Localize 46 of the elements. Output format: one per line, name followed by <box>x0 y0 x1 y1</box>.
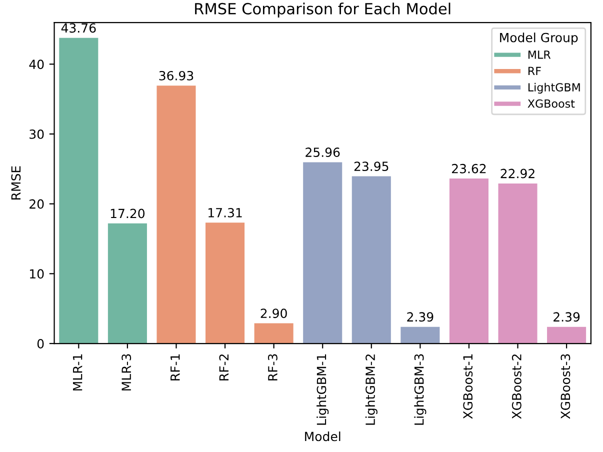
y-tick-label: 40 <box>29 60 44 70</box>
data-label: 2.39 <box>407 312 434 322</box>
y-tick-label: 0 <box>37 338 44 348</box>
bar <box>254 323 294 344</box>
x-tick-label: MLR-1 <box>73 354 82 390</box>
bar <box>498 183 538 344</box>
bar <box>352 176 391 344</box>
x-axis-title: Model <box>305 432 340 442</box>
x-tick-label: RF-1 <box>170 354 180 380</box>
legend-label: MLR <box>528 50 551 59</box>
x-tick-label: LightGBM-1 <box>316 354 329 425</box>
bar <box>206 222 245 344</box>
x-tick-label: XGBoost-1 <box>463 354 473 419</box>
bar <box>303 162 342 344</box>
data-label: 17.20 <box>110 208 145 218</box>
legend-label: XGBoost <box>528 99 575 108</box>
legend-label: LightGBM <box>528 82 580 94</box>
legend-title: Model Group <box>500 32 578 45</box>
bar <box>156 86 196 344</box>
x-tick-label: XGBoost-3 <box>560 354 570 419</box>
data-label: 2.90 <box>260 308 287 318</box>
data-label: 2.39 <box>554 312 580 322</box>
bar <box>108 223 147 344</box>
chart-title: RMSE Comparison for Each Model <box>195 2 450 18</box>
data-label: 17.31 <box>208 208 242 218</box>
legend-label: RF <box>528 66 541 76</box>
x-tick-label: LightGBM-3 <box>414 354 426 425</box>
bar <box>547 326 586 344</box>
y-tick-label: 20 <box>30 199 44 209</box>
data-label: 23.95 <box>354 162 388 172</box>
x-tick-label: XGBoost-2 <box>512 354 522 419</box>
y-tick-label: 30 <box>30 129 44 139</box>
bar <box>59 38 98 344</box>
x-tick-label: RF-2 <box>219 354 228 380</box>
data-label: 36.93 <box>159 70 194 80</box>
data-label: 43.76 <box>61 23 96 33</box>
bar <box>449 178 488 344</box>
x-tick-label: LightGBM-2 <box>365 354 378 425</box>
data-label: 23.62 <box>452 164 486 174</box>
data-label: 22.92 <box>500 168 534 178</box>
y-tick-label: 10 <box>30 269 44 279</box>
y-axis-title: RMSE <box>11 166 21 200</box>
data-label: 25.96 <box>306 148 340 158</box>
bar <box>400 326 440 344</box>
x-tick-label: MLR-3 <box>122 354 132 390</box>
x-tick-label: RF-3 <box>268 354 278 380</box>
